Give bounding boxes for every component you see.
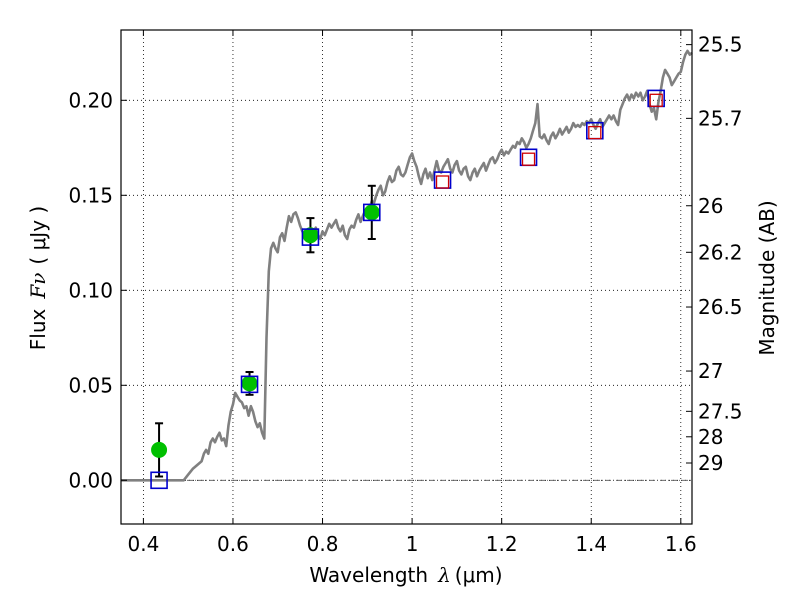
y2-tick-label: 29 [698, 451, 723, 475]
y2-tick-label: 26.5 [698, 295, 743, 319]
measured-points [151, 204, 380, 458]
measured-point [302, 227, 319, 244]
plot-area [121, 49, 693, 490]
x-axis-label-unit: (μm) [455, 563, 503, 587]
y2-tick-label: 28 [698, 425, 723, 449]
x-tick-label: 0.6 [217, 532, 249, 556]
x-axis-label-text: Wavelength [309, 563, 428, 587]
y-axis-label-symbol: Fν [26, 273, 50, 300]
measured-point [363, 204, 380, 221]
x-tick-label: 0.8 [307, 532, 339, 556]
y-axis-label: Flux Fν ( μJy ) [26, 206, 50, 350]
y2-tick-label: 25.7 [698, 106, 743, 130]
model-band-square [301, 228, 320, 246]
measured-point [151, 441, 168, 458]
model-spectrum-line [121, 49, 693, 482]
y-tick-label: 0.05 [68, 373, 113, 397]
y-axis-label-text: Flux [26, 308, 50, 350]
red-square [521, 152, 536, 166]
model-band-square [362, 203, 381, 222]
y-tick-label: 0.20 [68, 88, 113, 112]
y2-tick-label: 27.5 [698, 399, 743, 423]
y2-tick-label: 26 [698, 194, 723, 218]
plot-frame [120, 29, 693, 525]
y-tick-label: 0.00 [68, 468, 113, 492]
y-tick-label: 0.10 [68, 278, 113, 302]
red-square [649, 93, 663, 107]
y2-tick-label: 26.2 [698, 240, 743, 264]
x-tick-label: 1.2 [486, 532, 518, 556]
x-tick-label: 1.6 [665, 532, 697, 556]
x-tick-label: 1 [406, 532, 419, 556]
measured-point [241, 375, 258, 392]
y2-tick-label: 25.5 [698, 33, 743, 57]
y2-axis-label: Magnitude (AB) [755, 200, 779, 355]
model-band-square [240, 375, 259, 394]
red-square [435, 175, 450, 189]
x-tick-label: 0.4 [127, 532, 159, 556]
y-tick-label: 0.15 [68, 183, 113, 207]
x-tick-labels: 0.4 0.6 0.8 1 1.2 1.4 1.6 [127, 532, 696, 556]
x-tick-label: 1.4 [575, 532, 607, 556]
red-square [588, 125, 602, 140]
axis-ticks [121, 30, 692, 524]
y-tick-labels: 0.00 0.05 0.10 0.15 0.20 [68, 88, 113, 492]
y-axis-label-unit: ( μJy ) [26, 206, 50, 265]
model-band-square [150, 471, 168, 490]
x-axis-label-symbol: λ [437, 563, 451, 587]
y2-tick-label: 27 [698, 359, 723, 383]
red-square-points [435, 93, 663, 189]
x-axis-label: Wavelength λ (μm) [309, 563, 502, 587]
